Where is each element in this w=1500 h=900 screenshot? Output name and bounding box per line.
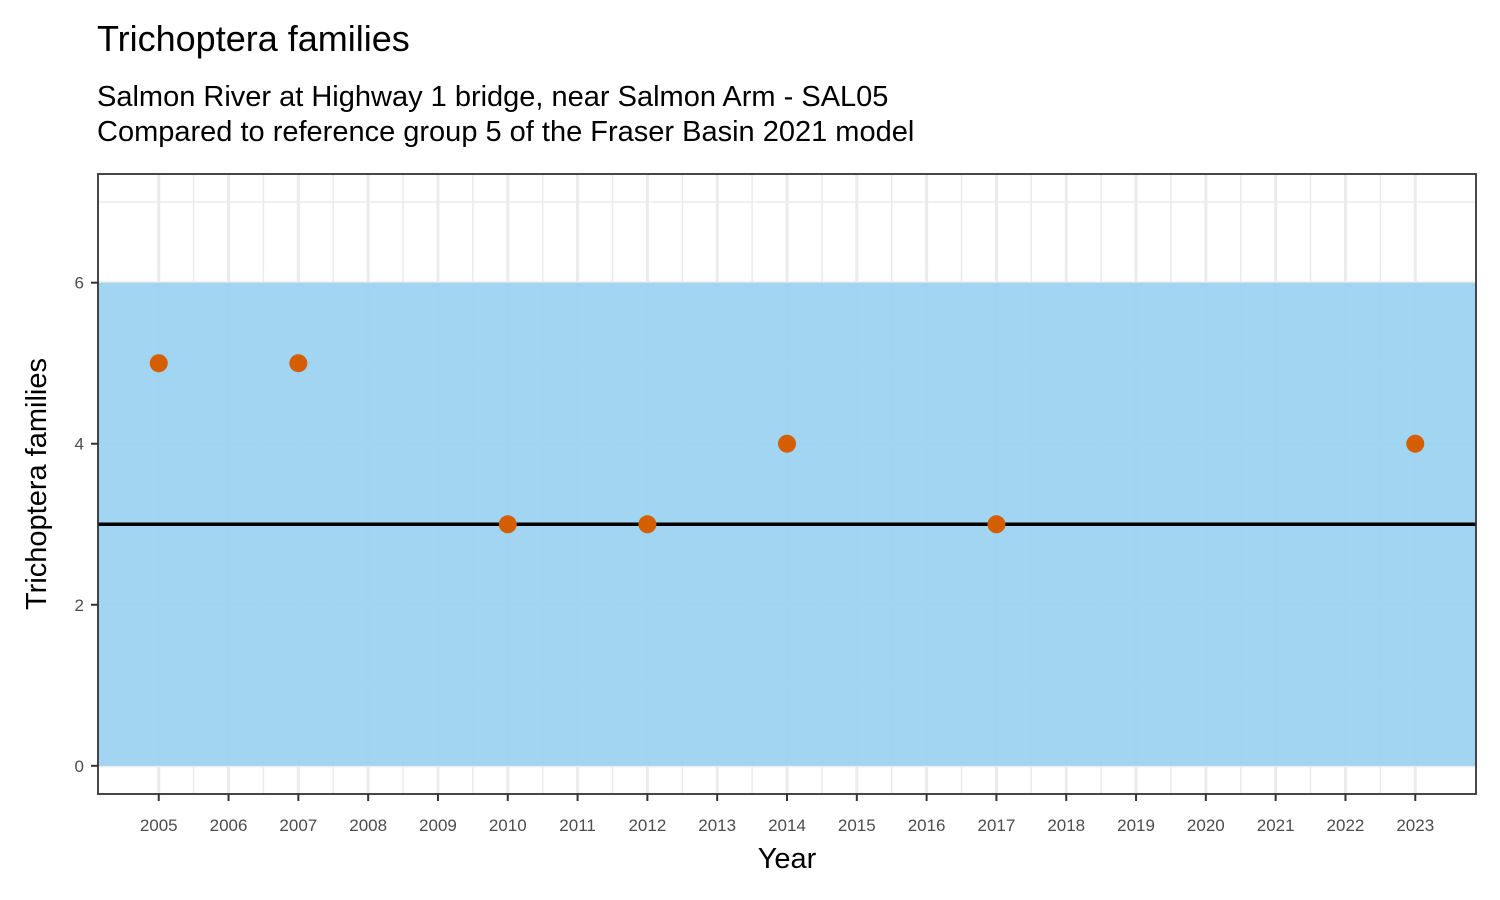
x-tick-label: 2018 [1047,816,1085,835]
y-tick-label: 4 [75,435,84,454]
y-tick-label: 6 [75,274,84,293]
x-axis-title: Year [758,843,817,875]
x-tick-label: 2007 [279,816,317,835]
data-point [1406,434,1425,453]
x-tick-label: 2006 [210,816,248,835]
x-tick-label: 2017 [978,816,1016,835]
chart-subtitle-line-2: Compared to reference group 5 of the Fra… [97,116,915,148]
x-tick-label: 2011 [559,816,596,835]
x-tick-label: 2009 [419,816,457,835]
y-tick-label: 0 [75,757,84,776]
x-tick-label: 2008 [349,816,387,835]
x-tick-label: 2005 [140,816,178,835]
data-point [987,515,1006,534]
data-point [638,515,657,534]
chart-subtitle-line-1: Salmon River at Highway 1 bridge, near S… [97,81,889,113]
data-point [778,434,796,453]
y-axis-title: Trichoptera families [21,358,53,610]
data-point [289,354,308,373]
x-tick-label: 2010 [489,816,527,835]
x-tick-label: 2022 [1327,816,1365,835]
x-tick-label: 2012 [628,816,666,835]
data-point [498,515,517,534]
x-tick-label: 2013 [698,816,736,835]
y-tick-label: 2 [75,596,84,615]
x-tick-label: 2023 [1396,816,1434,835]
x-tick-label: 2021 [1257,816,1295,835]
x-tick-label: 2014 [768,816,806,835]
x-tick-label: 2015 [838,816,876,835]
chart-title: Trichoptera families [97,18,410,59]
x-tick-label: 2016 [908,816,946,835]
data-point [149,354,168,373]
x-tick-label: 2019 [1117,816,1155,835]
x-tick-label: 2020 [1187,816,1225,835]
